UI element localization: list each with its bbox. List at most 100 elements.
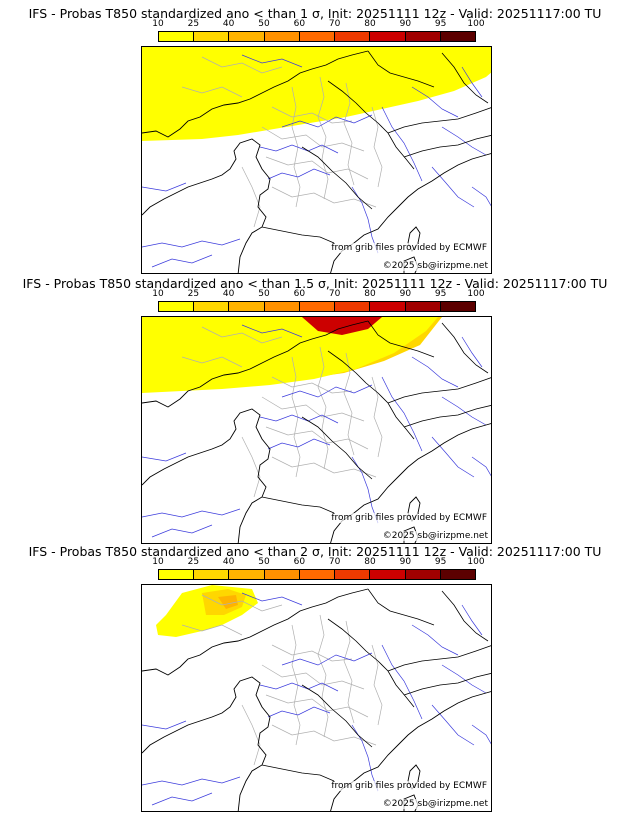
- country-border: [403, 135, 491, 158]
- colorbar-tick-label: 90: [399, 289, 412, 299]
- colorbar-tick-label: 80: [364, 289, 376, 299]
- colorbar-tick-label: 95: [434, 557, 447, 567]
- colorbar-tick-label: 40: [222, 19, 235, 29]
- river: [267, 168, 331, 180]
- colorbar-tick-label: 70: [328, 557, 341, 567]
- colorbar-tick-label: 60: [293, 289, 306, 299]
- admin-boundary: [241, 704, 261, 766]
- probability-map: from grib files provided by ECMWF ©2025 …: [141, 584, 492, 812]
- colorbar-segment: [159, 570, 195, 579]
- colorbar-tick-label: 80: [364, 19, 376, 29]
- credit-source: from grib files provided by ECMWF: [331, 513, 487, 523]
- country-border: [327, 80, 415, 170]
- coastline: [330, 691, 491, 811]
- country-border: [301, 416, 373, 480]
- probability-map: from grib files provided by ECMWF ©2025 …: [141, 46, 492, 274]
- colorbar-tick-label: 10: [152, 289, 164, 299]
- country-border: [367, 50, 435, 88]
- colorbar-tick-label: 80: [364, 557, 376, 567]
- river: [259, 682, 339, 692]
- river: [241, 592, 303, 606]
- admin-boundary: [241, 436, 261, 498]
- colorbar-segment: [159, 32, 195, 41]
- country-border: [327, 350, 415, 440]
- colorbar-segment: [440, 570, 475, 579]
- admin-boundary: [271, 376, 353, 394]
- river: [431, 166, 475, 208]
- colorbar-segment: [370, 32, 406, 41]
- admin-boundary: [371, 106, 383, 188]
- colorbar-tick-label: 60: [293, 19, 306, 29]
- country-border: [387, 645, 491, 672]
- colorbar-segment: [335, 302, 371, 311]
- credit-source: from grib files provided by ECMWF: [331, 781, 487, 791]
- admin-boundary: [371, 644, 383, 726]
- colorbar-tick-label: 90: [399, 557, 412, 567]
- river: [259, 144, 339, 154]
- admin-boundary: [181, 624, 243, 636]
- colorbar-segment: [264, 302, 300, 311]
- colorbar-tick-label: 95: [434, 289, 447, 299]
- river: [151, 524, 213, 538]
- admin-boundary: [371, 376, 383, 458]
- admin-boundary: [181, 86, 243, 98]
- river: [142, 452, 187, 462]
- coastline: [142, 676, 271, 811]
- admin-boundary: [181, 356, 243, 368]
- river: [411, 624, 459, 656]
- colorbar-tick-label: 90: [399, 19, 412, 29]
- map-canvas: [142, 47, 491, 273]
- river: [431, 436, 475, 478]
- river: [461, 336, 483, 368]
- colorbar-segment: [405, 32, 441, 41]
- country-border: [367, 588, 435, 626]
- colorbar-tick-label: 100: [467, 19, 485, 29]
- colorbar-tick-label: 60: [293, 557, 306, 567]
- colorbar-segment: [229, 302, 265, 311]
- colorbar-segment: [159, 302, 195, 311]
- admin-boundary: [343, 352, 355, 456]
- river: [471, 456, 491, 477]
- map-panel-2: IFS - Probas T850 standardized ano < tha…: [0, 276, 630, 544]
- credit-source: from grib files provided by ECMWF: [331, 243, 487, 253]
- river: [267, 706, 331, 718]
- colorbar-tick-label: 25: [187, 19, 200, 29]
- credit-site: ©2025 sb@irizpme.net: [382, 799, 488, 809]
- admin-boundary: [201, 326, 283, 344]
- colorbar-segment: [299, 302, 336, 311]
- panel-title: IFS - Probas T850 standardized ano < tha…: [28, 544, 602, 559]
- map-canvas: [142, 317, 491, 543]
- river: [142, 238, 241, 248]
- coastline: [142, 138, 271, 273]
- colorbar-tick-label: 10: [152, 19, 164, 29]
- colorbar-segment: [335, 570, 371, 579]
- river: [151, 792, 213, 806]
- admin-boundary: [261, 396, 365, 422]
- map-canvas: [142, 585, 491, 811]
- coastline: [142, 408, 271, 543]
- river: [281, 384, 373, 398]
- colorbar-tick-label: 100: [467, 289, 485, 299]
- river: [151, 254, 213, 268]
- river: [441, 126, 487, 156]
- admin-boundary: [343, 620, 355, 724]
- admin-boundary: [265, 694, 369, 718]
- admin-boundary: [271, 456, 377, 478]
- river: [259, 414, 339, 424]
- colorbar-tick-label: 50: [258, 557, 270, 567]
- colorbar-segment: [264, 570, 300, 579]
- island-sardinia: [403, 794, 419, 811]
- country-border: [261, 226, 335, 244]
- probability-area: [142, 47, 491, 141]
- river: [461, 604, 483, 636]
- admin-boundary: [343, 82, 355, 186]
- admin-boundary: [261, 126, 365, 152]
- colorbar-segment: [264, 32, 300, 41]
- river: [142, 776, 241, 786]
- colorbar-tick-label: 50: [258, 19, 270, 29]
- country-border: [387, 107, 491, 134]
- river: [381, 376, 423, 452]
- river: [142, 182, 187, 192]
- country-border: [261, 764, 335, 782]
- river: [267, 438, 331, 450]
